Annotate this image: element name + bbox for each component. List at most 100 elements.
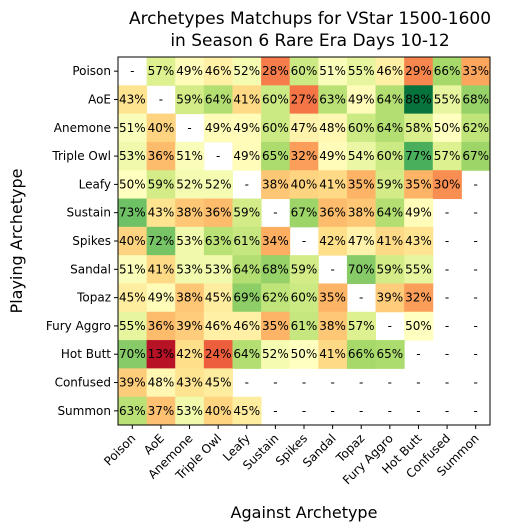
cell-label: - (445, 319, 449, 333)
y-tick-label: Confused (55, 376, 111, 390)
heatmap-cell (318, 198, 348, 228)
cell-label: - (245, 177, 249, 191)
cell-label: 45% (205, 291, 232, 305)
heatmap-cell (175, 57, 205, 86)
cell-label: 68% (462, 92, 489, 106)
cell-label: - (302, 234, 306, 248)
y-tick-label: Poison (72, 64, 111, 78)
heatmap-cell (375, 113, 405, 143)
heatmap-cell (404, 170, 434, 200)
heatmap-cell (289, 283, 319, 313)
cell-label: 49% (348, 92, 375, 106)
heatmap-cell (261, 226, 291, 256)
cell-label: 35% (262, 319, 289, 333)
heatmap-cell (289, 57, 319, 86)
heatmap-cell (175, 170, 205, 200)
y-tick-label: Hot Butt (61, 347, 111, 361)
cell-label: 50% (119, 177, 146, 191)
cell-label: - (445, 234, 449, 248)
heatmap-cell (375, 141, 405, 171)
heatmap-cell (175, 85, 205, 115)
cell-label: 63% (319, 92, 346, 106)
cell-label: 50% (434, 121, 461, 135)
heatmap-cell (232, 340, 262, 369)
cell-label: 57% (148, 64, 175, 78)
cell-label: 59% (233, 206, 260, 220)
heatmap-cell (203, 368, 233, 398)
heatmap-cell (289, 311, 319, 341)
heatmap-cells: -57% 49% 46% 52% 28% 60% 51% 55% 46% 29% 66% 33%43%… (118, 57, 491, 426)
cell-label: 43% (405, 234, 432, 248)
heatmap-cell (232, 57, 262, 86)
chart-title-line-2: in Season 6 Rare Era Days 10-12 (170, 31, 449, 51)
cell-label: 59% (291, 262, 318, 276)
cell-label: - (187, 121, 191, 135)
cell-label: 60% (377, 149, 404, 163)
heatmap-cell (203, 226, 233, 256)
heatmap-cell (375, 198, 405, 228)
heatmap-cell (232, 283, 262, 313)
heatmap-cell (118, 311, 148, 341)
cell-label: 52% (233, 64, 260, 78)
cell-label: 67% (462, 149, 489, 163)
cell-label: 40% (205, 404, 232, 418)
cell-label: 61% (233, 234, 260, 248)
heatmap-cell (146, 368, 176, 398)
heatmap-cell (261, 255, 291, 284)
cell-label: 36% (319, 206, 346, 220)
cell-label: 67% (291, 206, 318, 220)
chart-title-line-1: Archetypes Matchups for VStar 1500-1600 (129, 9, 491, 29)
heatmap-cell (289, 198, 319, 228)
heatmap-cell (432, 141, 462, 171)
cell-label: 52% (176, 177, 203, 191)
cell-label: 53% (176, 404, 203, 418)
cell-label: 41% (319, 347, 346, 361)
cell-label: 51% (119, 121, 146, 135)
cell-label: 38% (262, 177, 289, 191)
heatmap-cell (118, 170, 148, 200)
heatmap-cell (203, 113, 233, 143)
heatmap-cell (318, 283, 348, 313)
cell-label: 49% (405, 206, 432, 220)
cell-label: 49% (205, 121, 232, 135)
cell-label: 66% (434, 64, 461, 78)
heatmap-cell (432, 85, 462, 115)
cell-label: 37% (148, 404, 175, 418)
cell-label: 64% (205, 92, 232, 106)
cell-label: - (359, 376, 363, 390)
heatmap-cell (318, 57, 348, 86)
heatmap-cell (318, 340, 348, 369)
heatmap-cell (375, 170, 405, 200)
y-tick-label: Sandal (70, 262, 111, 276)
cell-label: 88% (405, 92, 432, 106)
cell-label: 58% (405, 121, 432, 135)
cell-label: - (273, 206, 277, 220)
cell-label: 51% (176, 149, 203, 163)
cell-label: - (159, 92, 163, 106)
heatmap-cell (346, 226, 377, 256)
cell-label: - (330, 262, 334, 276)
cell-label: 39% (377, 291, 404, 305)
heatmap-cell (118, 85, 148, 115)
cell-label: 70% (119, 347, 146, 361)
y-tick-label: Sustain (67, 206, 111, 220)
heatmap-cell (404, 57, 434, 86)
heatmap-cell (346, 255, 377, 284)
cell-label: 32% (405, 291, 432, 305)
heatmap-cell (146, 255, 176, 284)
heatmap-cell (289, 255, 319, 284)
y-tick-label: Summon (57, 404, 111, 418)
cell-label: 43% (176, 376, 203, 390)
heatmap-cell (432, 113, 462, 143)
heatmap-cell (232, 226, 262, 256)
cell-label: 60% (262, 121, 289, 135)
heatmap-cell (118, 283, 148, 313)
cell-label: - (302, 376, 306, 390)
cell-label: 38% (319, 319, 346, 333)
cell-label: 52% (262, 347, 289, 361)
cell-label: 53% (205, 262, 232, 276)
heatmap-cell (203, 57, 233, 86)
cell-label: 64% (377, 121, 404, 135)
heatmap-cell (404, 141, 434, 171)
